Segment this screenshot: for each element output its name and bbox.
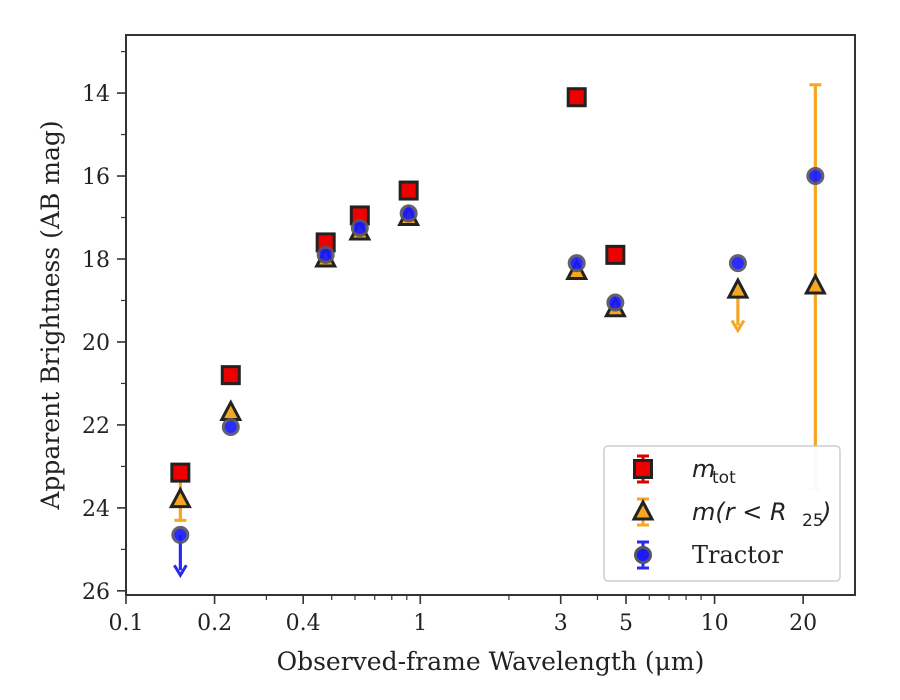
m-tot-point: [170, 462, 191, 483]
y-tick-label: 26: [82, 580, 110, 605]
m-r25-point: [726, 276, 750, 299]
x-tick-label: 1: [413, 611, 427, 636]
legend-tractor-label: Tractor: [692, 541, 783, 569]
legend-m-tot-marker: [633, 459, 653, 479]
x-tick-label: 0.2: [197, 611, 232, 636]
tractor-point: [171, 525, 190, 544]
legend-m-r25-label: m(r < R: [692, 498, 787, 526]
legend-m-r25-suffix: ): [820, 498, 831, 526]
tractor-point: [806, 167, 825, 186]
m-tot-point: [398, 180, 419, 201]
triangle-upper-limit-head: [730, 319, 746, 334]
legend-m-r25-marker: [631, 498, 655, 521]
m-r25-point: [168, 486, 192, 509]
legend-m-tot-subscript: tot: [712, 468, 736, 488]
x-axis-label: Observed-frame Wavelength (μm): [277, 647, 705, 676]
tractor-point: [606, 293, 625, 312]
x-tick-label: 5: [619, 611, 633, 636]
x-tick-label: 0.4: [286, 611, 321, 636]
y-tick-label: 24: [82, 497, 110, 522]
y-tick-label: 18: [82, 248, 110, 273]
y-tick-label: 20: [82, 331, 110, 356]
legend-tractor-marker: [634, 546, 652, 564]
m-tot-point: [220, 365, 241, 386]
y-axis-label: Apparent Brightness (AB mag): [36, 120, 65, 510]
m-tot-point: [566, 87, 587, 108]
y-tick-label: 22: [82, 414, 110, 439]
tractor-point: [728, 254, 747, 273]
y-tick-label: 14: [82, 82, 110, 107]
m-r25-point: [803, 272, 827, 295]
x-tick-label: 20: [789, 611, 817, 636]
tractor-point: [221, 418, 240, 436]
legend-m-tot-label: m: [692, 455, 715, 483]
tractor-point: [350, 218, 369, 237]
tractor-point: [316, 245, 335, 264]
x-tick-label: 10: [701, 611, 729, 636]
tractor-upper-limit-head: [173, 564, 188, 579]
y-tick-label: 16: [82, 165, 110, 190]
legend-m-r25-subscript: 25: [802, 511, 824, 531]
legend-box: [603, 445, 841, 582]
tractor-point: [567, 254, 586, 273]
x-tick-label: 0.1: [109, 611, 144, 636]
m-tot-point: [605, 244, 626, 265]
x-tick-label: 3: [554, 611, 568, 636]
tractor-point: [399, 204, 418, 223]
